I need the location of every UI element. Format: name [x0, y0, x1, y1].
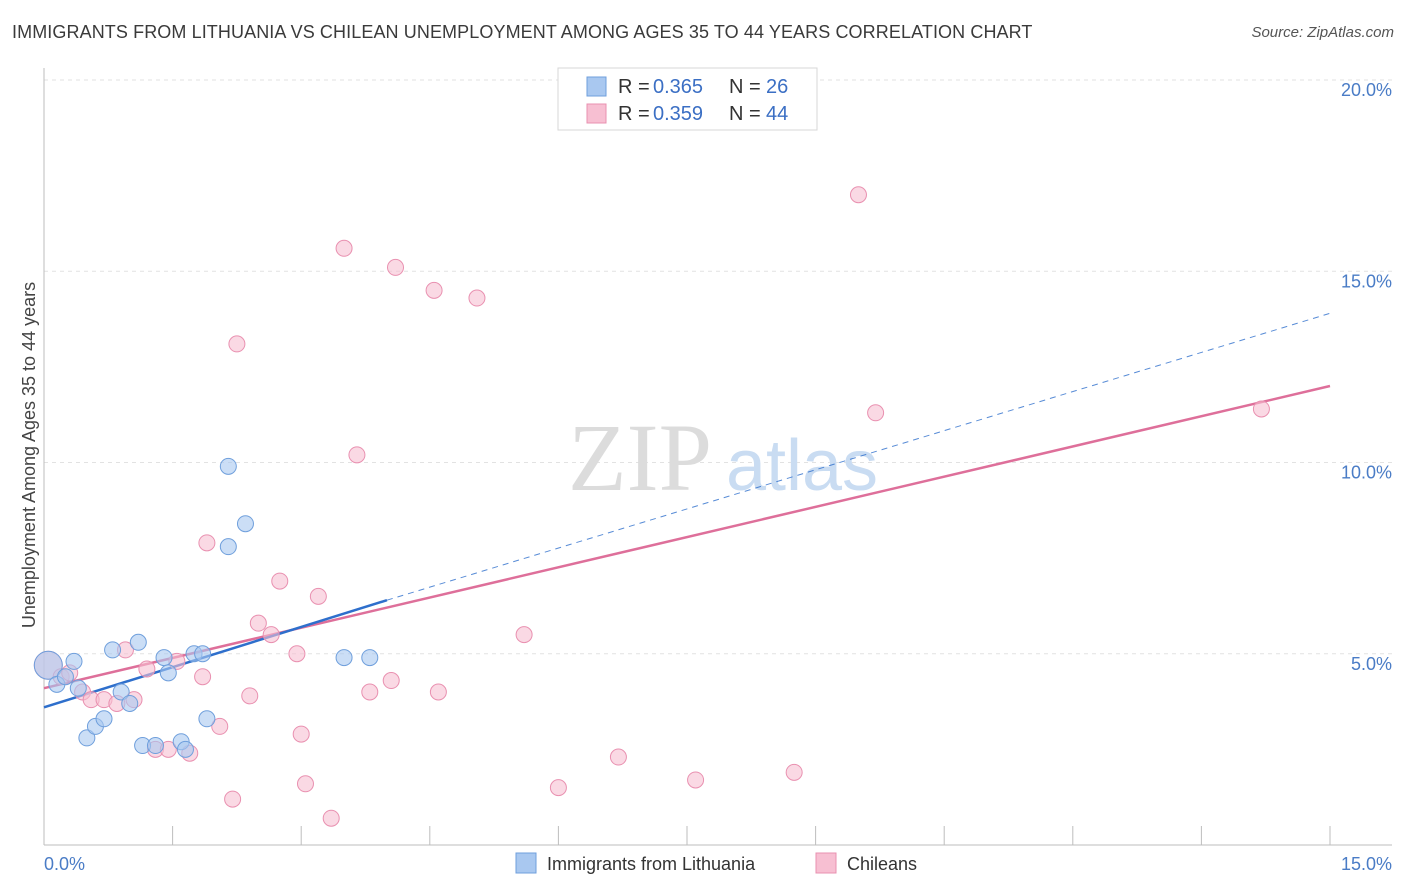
chileans-point: [262, 626, 280, 644]
lithuania-point: [219, 538, 237, 556]
chileans-point: [271, 572, 289, 590]
chileans-point: [849, 186, 867, 204]
chileans-point: [228, 335, 246, 353]
trend-line-chileans: [43, 384, 1331, 690]
chileans-point: [194, 668, 212, 686]
y-tick-labels: 5.0% 10.0% 15.0% 20.0%: [1341, 80, 1392, 674]
chileans-point: [296, 775, 314, 793]
chileans-point: [1252, 400, 1270, 418]
chileans-point: [429, 683, 447, 701]
top-legend-r-value: 0.359: [653, 103, 703, 125]
lithuania-point: [155, 649, 173, 667]
chileans-point: [211, 717, 229, 735]
chileans-point: [224, 790, 242, 808]
chart-title: IMMIGRANTS FROM LITHUANIA VS CHILEAN UNE…: [12, 22, 1033, 42]
top-legend-r-label: R =: [618, 103, 650, 125]
chileans-point: [292, 725, 310, 743]
axes: [43, 68, 1392, 846]
bottom-legend-label-0: Immigrants from Lithuania: [547, 854, 756, 874]
chileans-point: [249, 614, 267, 632]
grid-lines: [44, 79, 1392, 655]
source-label: Source: ZipAtlas.com: [1251, 24, 1394, 41]
chileans-point: [335, 239, 353, 257]
bottom-legend-swatch-1: [815, 852, 837, 874]
trend-line-lithuania: [43, 599, 388, 709]
chileans-point: [609, 748, 627, 766]
lithuania-point: [176, 740, 194, 758]
x-tick-label: 0.0%: [44, 854, 85, 874]
lithuania-point: [65, 652, 83, 670]
top-legend-swatch-1: [586, 103, 607, 124]
x-tick-labels: 0.0% 15.0%: [44, 854, 1392, 874]
top-legend-n-label: N =: [729, 103, 761, 125]
chileans-point: [288, 645, 306, 663]
watermark: ZIP atlas: [568, 404, 878, 511]
lithuania-point: [104, 641, 122, 659]
top-legend-n-value: 44: [766, 103, 788, 125]
chileans-point: [425, 281, 443, 299]
chileans-point: [687, 771, 705, 789]
chileans-point: [785, 763, 803, 781]
lithuania-point: [129, 633, 147, 651]
y-axis-label: Unemployment Among Ages 35 to 44 years: [19, 282, 39, 628]
lithuania-point: [33, 650, 63, 680]
bottom-legend-swatch-0: [515, 852, 537, 874]
lithuania-point: [198, 710, 216, 728]
data-points: [33, 186, 1270, 827]
lithuania-point: [56, 668, 74, 686]
y-tick-label: 10.0%: [1341, 463, 1392, 483]
chileans-point: [309, 587, 327, 605]
lithuania-point: [69, 679, 87, 697]
top-legend-r-value: 0.365: [653, 76, 703, 98]
x-tick-label: 15.0%: [1341, 854, 1392, 874]
top-legend-r-label: R =: [618, 76, 650, 98]
chileans-point: [241, 687, 259, 705]
chileans-point: [138, 660, 156, 678]
lithuania-point: [361, 649, 379, 667]
lithuania-point: [194, 645, 212, 663]
watermark-atlas: atlas: [726, 426, 878, 506]
y-tick-label: 5.0%: [1351, 654, 1392, 674]
chileans-point: [549, 779, 567, 797]
lithuania-point: [112, 683, 130, 701]
lithuania-point: [146, 737, 164, 755]
lithuania-point: [121, 694, 139, 712]
top-legend-n-value: 26: [766, 76, 788, 98]
lithuania-point: [219, 457, 237, 475]
y-tick-label: 15.0%: [1341, 271, 1392, 291]
trend-lines: [43, 312, 1331, 709]
lithuania-point: [159, 664, 177, 682]
lithuania-point: [236, 515, 254, 533]
lithuania-point: [335, 649, 353, 667]
chileans-point: [198, 534, 216, 552]
watermark-zip: ZIP: [568, 404, 712, 511]
chileans-point: [322, 809, 340, 827]
top-legend: R = 0.365 N = 26 R = 0.359 N = 44: [557, 67, 818, 131]
chileans-point: [382, 672, 400, 690]
chileans-point: [361, 683, 379, 701]
lithuania-point: [95, 710, 113, 728]
chileans-point: [348, 446, 366, 464]
chileans-point: [387, 258, 405, 276]
top-legend-n-label: N =: [729, 76, 761, 98]
chileans-point: [468, 289, 486, 307]
lithuania-point: [78, 729, 96, 747]
y-tick-label: 20.0%: [1341, 80, 1392, 100]
bottom-legend: Immigrants from Lithuania Chileans: [515, 852, 917, 874]
top-legend-swatch-0: [586, 76, 607, 97]
chileans-point: [867, 404, 885, 422]
chileans-point: [515, 626, 533, 644]
bottom-legend-label-1: Chileans: [847, 854, 917, 874]
